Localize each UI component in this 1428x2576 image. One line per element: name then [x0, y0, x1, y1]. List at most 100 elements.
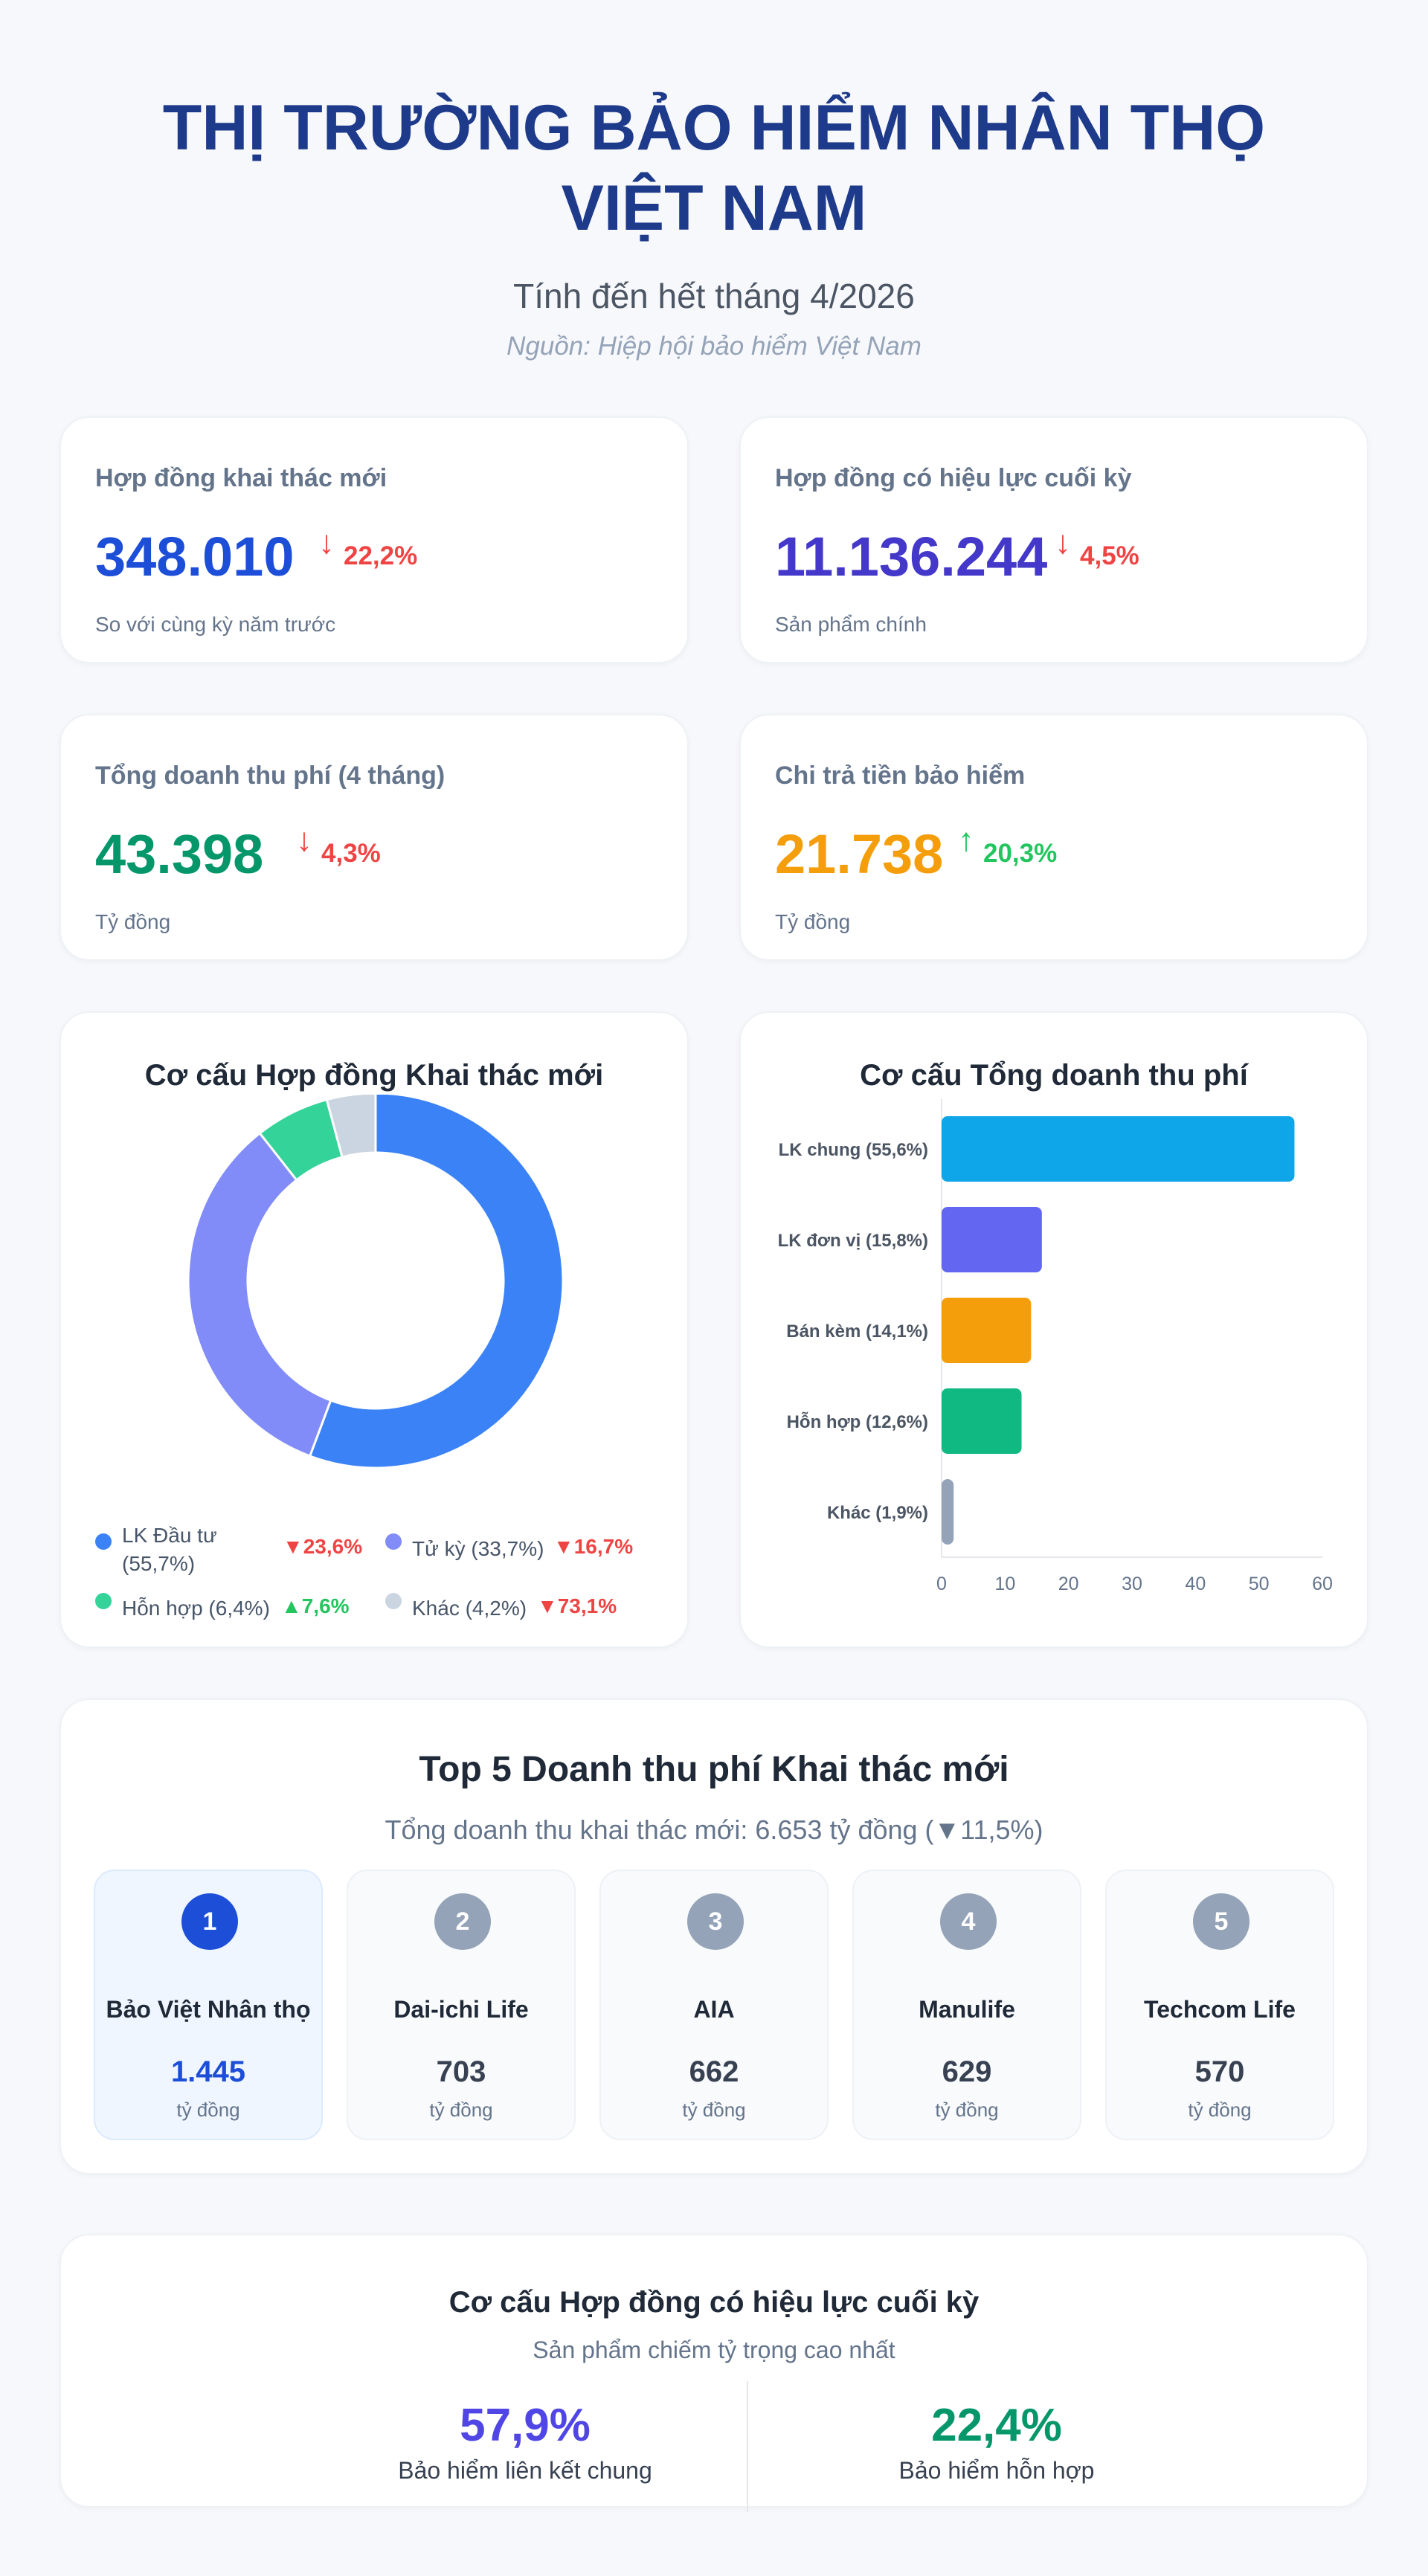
chart-title: Cơ cấu Hợp đồng Khai thác mới — [144, 1059, 604, 1092]
company-unit: tỷ đồng — [935, 2099, 999, 2121]
rank-badge: 1 — [181, 1893, 238, 1950]
kpi-label: Hợp đồng có hiệu lực cuối kỳ — [775, 464, 1132, 492]
kpi-card-premium-revenue: Tổng doanh thu phí (4 tháng) 43.398 ↓ 4,… — [60, 714, 689, 961]
legend-change: ▼73,1% — [537, 1594, 617, 1617]
x-tick-label: 30 — [1122, 1574, 1142, 1594]
x-tick-label: 0 — [936, 1574, 947, 1594]
bar-5 — [942, 1479, 954, 1545]
kpi-note: Tỷ đồng — [775, 910, 851, 933]
category-label: LK chung (55,6%) — [779, 1140, 928, 1160]
kpi-change-value: 20,3% — [983, 839, 1058, 868]
rank-card-1: 1 Bảo Việt Nhân thọ 1.445 tỷ đồng — [94, 1870, 323, 2140]
page-title: THỊ TRƯỜNG BẢO HIỂM NHÂN THỌ VIỆT NAM — [0, 88, 1428, 248]
kpi-change: ↓ 4,3% — [296, 822, 381, 869]
rank-badge: 5 — [1193, 1893, 1250, 1950]
company-name: Manulife — [919, 1996, 1015, 2023]
x-tick-label: 50 — [1249, 1574, 1270, 1594]
page-title-line2: VIỆT NAM — [561, 173, 867, 244]
x-tick-label: 60 — [1312, 1574, 1333, 1594]
kpi-change-value: 4,5% — [1080, 541, 1139, 570]
company-name: Techcom Life — [1144, 1996, 1296, 2023]
legend-dot — [385, 1533, 402, 1550]
kpi-card-new-contracts: Hợp đồng khai thác mới 348.010 ↓ 22,2% S… — [60, 416, 689, 663]
page-title-line1: THỊ TRƯỜNG BẢO HIỂM NHÂN THỌ — [162, 92, 1266, 164]
kpi-card-claims-paid: Chi trả tiền bảo hiểm 21.738 ↑ 20,3% Tỷ … — [739, 714, 1368, 961]
legend-label: Tử kỳ (33,7%) — [412, 1537, 544, 1560]
kpi-change-value: 4,3% — [321, 839, 381, 868]
company-value: 703 — [436, 2055, 486, 2088]
legend-change: ▲7,6% — [281, 1594, 350, 1617]
legend-dot — [385, 1593, 402, 1609]
kpi-note: So với cùng kỳ năm trước — [95, 613, 336, 636]
company-value: 662 — [689, 2055, 739, 2088]
company-unit: tỷ đồng — [1188, 2099, 1252, 2121]
kpi-label: Chi trả tiền bảo hiểm — [775, 761, 1026, 790]
arrow-down-icon: ↓ — [318, 524, 335, 561]
kpi-note: Tỷ đồng — [95, 910, 171, 933]
arrow-down-icon: ↓ — [1055, 524, 1071, 561]
donut-slice-2 — [187, 1131, 332, 1458]
donut-slice-1 — [308, 1095, 565, 1469]
rank-card-3: 3 AIA 662 tỷ đồng — [599, 1870, 829, 2140]
legend-label: LK Đầu tư (55,7%) — [122, 1524, 217, 1575]
stat-value: 57,9% — [460, 2400, 591, 2451]
kpi-label: Tổng doanh thu phí (4 tháng) — [95, 761, 446, 790]
arrow-down-icon: ↓ — [296, 822, 312, 858]
category-label: LK đơn vị (15,8%) — [778, 1231, 928, 1251]
stat-universal-life: 57,9% Bảo hiểm liên kết chung — [339, 2399, 711, 2485]
category-label: Khác (1,9%) — [827, 1503, 928, 1523]
arrow-up-icon: ↑ — [958, 822, 974, 858]
company-name: Dai-ichi Life — [393, 1996, 529, 2023]
legend-dot — [95, 1533, 112, 1550]
legend-change: ▼16,7% — [553, 1535, 634, 1558]
bar-3 — [942, 1298, 1032, 1363]
rank-badge: 2 — [434, 1893, 491, 1950]
page-subtitle: Tính đến hết tháng 4/2026 — [513, 277, 915, 315]
top5-card: Top 5 Doanh thu phí Khai thác mới Tổng d… — [60, 1698, 1368, 2174]
category-label: Hỗn hợp (12,6%) — [787, 1411, 928, 1432]
bar-1 — [942, 1116, 1295, 1182]
stat-endowment: 22,4% Bảo hiểm hỗn hợp — [811, 2399, 1183, 2485]
rank-badge: 4 — [940, 1893, 997, 1950]
stat-value: 22,4% — [931, 2400, 1062, 2451]
bar-4 — [942, 1388, 1022, 1454]
top5-subtitle: Tổng doanh thu khai thác mới: 6.653 tỷ đ… — [385, 1815, 1043, 1845]
category-label: Bán kèm (14,1%) — [786, 1321, 928, 1342]
company-unit: tỷ đồng — [682, 2099, 746, 2121]
rank-card-2: 2 Dai-ichi Life 703 tỷ đồng — [347, 1870, 576, 2140]
stat-divider — [747, 2381, 748, 2512]
legend-label: Hỗn hợp (6,4%) — [122, 1597, 270, 1620]
company-value: 570 — [1194, 2055, 1245, 2088]
kpi-change-value: 22,2% — [344, 541, 418, 570]
rank-badge: 3 — [687, 1893, 744, 1950]
kpi-card-active-contracts: Hợp đồng có hiệu lực cuối kỳ 11.136.244 … — [739, 416, 1368, 663]
stat-label: Bảo hiểm liên kết chung — [398, 2457, 652, 2484]
kpi-value: 348.010 — [95, 526, 295, 587]
kpi-label: Hợp đồng khai thác mới — [95, 464, 387, 492]
structure-subtitle: Sản phẩm chiếm tỷ trọng cao nhất — [533, 2337, 895, 2363]
source-note: Nguồn: Hiệp hội bảo hiểm Việt Nam — [506, 332, 922, 361]
company-value: 1.445 — [170, 2055, 246, 2088]
company-unit: tỷ đồng — [176, 2099, 240, 2121]
donut-chart — [187, 1095, 565, 1469]
kpi-value: 21.738 — [775, 823, 944, 885]
company-name: AIA — [693, 1996, 735, 2023]
top5-title: Top 5 Doanh thu phí Khai thác mới — [419, 1750, 1009, 1789]
structure-title: Cơ cấu Hợp đồng có hiệu lực cuối kỳ — [448, 2286, 980, 2319]
kpi-note: Sản phẩm chính — [775, 613, 927, 636]
kpi-value: 11.136.244 — [775, 526, 1048, 587]
kpi-change: ↓ 22,2% — [318, 524, 418, 571]
x-tick-label: 10 — [994, 1574, 1015, 1594]
donut-chart-card: Cơ cấu Hợp đồng Khai thác mới LK Đầu tư … — [60, 1011, 689, 1648]
company-unit: tỷ đồng — [429, 2099, 493, 2121]
bar-chart-card: Cơ cấu Tổng doanh thu phí LK chung (55,6… — [739, 1011, 1368, 1648]
donut-slice-4 — [325, 1095, 377, 1159]
rank-card-5: 5 Techcom Life 570 tỷ đồng — [1105, 1870, 1334, 2140]
x-tick-label: 40 — [1185, 1574, 1206, 1594]
bar-chart: LK chung (55,6%) LK đơn vị (15,8%) Bán kèm… — [778, 1099, 1333, 1594]
bar-2 — [942, 1207, 1042, 1272]
company-value: 629 — [942, 2055, 992, 2088]
kpi-change: ↓ 4,5% — [1055, 524, 1139, 571]
chart-title: Cơ cấu Tổng doanh thu phí — [860, 1059, 1248, 1092]
header: THỊ TRƯỜNG BẢO HIỂM NHÂN THỌ VIỆT NAM Tí… — [0, 0, 1428, 363]
